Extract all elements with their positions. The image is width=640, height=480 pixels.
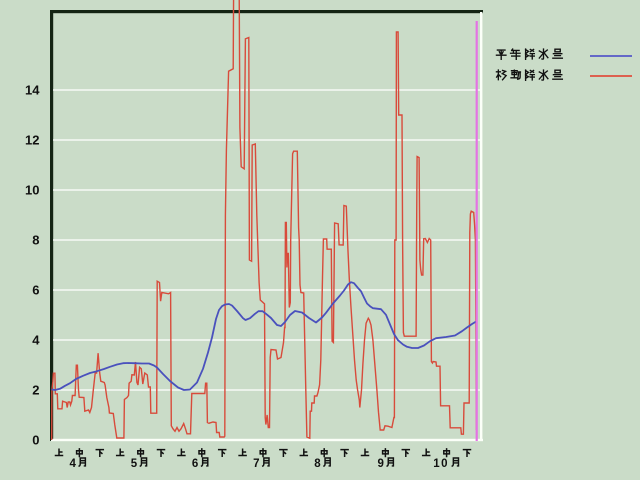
- svg-text:9: 9: [377, 458, 383, 470]
- svg-text:10: 10: [25, 183, 39, 198]
- svg-text:0: 0: [32, 433, 39, 448]
- svg-text:2: 2: [32, 383, 39, 398]
- svg-text:6: 6: [192, 458, 198, 470]
- svg-text:4: 4: [32, 333, 40, 348]
- svg-text:8: 8: [32, 233, 39, 248]
- svg-text:10: 10: [433, 458, 449, 470]
- svg-text:8: 8: [314, 458, 321, 470]
- svg-text:4: 4: [69, 458, 76, 470]
- svg-text:14: 14: [25, 83, 40, 98]
- svg-text:5: 5: [131, 458, 138, 470]
- svg-text:12: 12: [25, 133, 39, 148]
- svg-text:7: 7: [253, 458, 259, 470]
- svg-text:6: 6: [32, 283, 39, 298]
